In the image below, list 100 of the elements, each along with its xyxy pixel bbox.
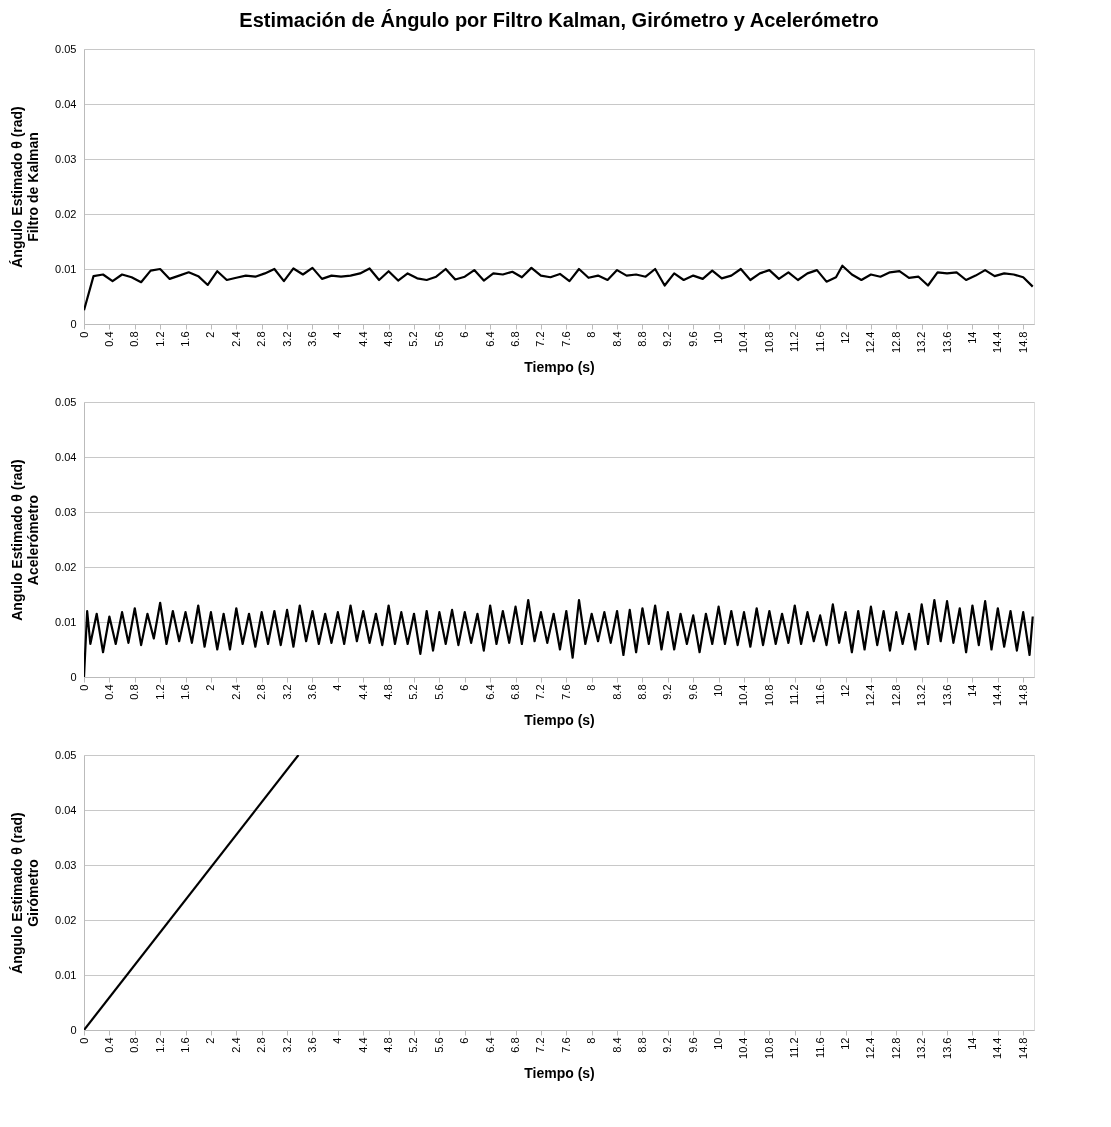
x-tick-label: 10 <box>712 331 725 344</box>
x-tick-label: 9.2 <box>661 331 674 347</box>
y-axis-title: Ángulo Estimado θ (rad) Girómetro <box>9 812 42 974</box>
x-tick-label: 14.4 <box>991 684 1004 706</box>
x-tick-label: 12.8 <box>889 684 902 706</box>
x-tick-label: 14 <box>965 1037 978 1050</box>
x-tick-label: 10.8 <box>762 684 775 706</box>
y-axis-title: Ángulo Estimado θ (rad) Filtro de Kalman <box>9 106 42 268</box>
x-tick-label: 9.6 <box>686 331 699 347</box>
x-tick-label: 4.8 <box>382 331 395 347</box>
x-axis-title: Tiempo (s) <box>524 358 595 375</box>
x-tick-label: 9.6 <box>686 684 699 700</box>
x-tick-label: 0.8 <box>128 331 141 347</box>
x-tick-label: 14.8 <box>1016 684 1029 706</box>
x-tick-label: 4.4 <box>356 684 369 700</box>
x-tick-label: 4.4 <box>356 331 369 347</box>
x-tick-label: 13.6 <box>940 1037 953 1059</box>
x-tick-label: 13.6 <box>940 684 953 706</box>
x-tick-label: 8 <box>585 331 598 338</box>
y-tick-label: 0.01 <box>55 615 77 628</box>
x-tick-label: 0.4 <box>102 1037 115 1053</box>
x-tick-label: 12.8 <box>889 331 902 353</box>
x-tick-label: 6 <box>458 684 471 691</box>
x-tick-label: 5.2 <box>407 684 420 700</box>
x-tick-label: 12 <box>839 684 852 697</box>
x-tick-label: 14.8 <box>1016 331 1029 353</box>
x-tick-label: 8.4 <box>610 684 623 700</box>
x-tick-label: 0 <box>77 331 90 338</box>
x-tick-label: 2.8 <box>255 1037 268 1053</box>
y-tick-label: 0.05 <box>55 42 77 55</box>
y-tick-label: 0 <box>70 1023 77 1036</box>
x-tick-label: 9.2 <box>661 684 674 700</box>
x-tick-label: 12.4 <box>864 684 877 706</box>
line-series <box>84 264 1034 312</box>
x-tick-label: 6 <box>458 331 471 338</box>
x-tick-label: 11.6 <box>813 331 826 353</box>
x-tick-label: 7.6 <box>559 331 572 347</box>
y-tick-label: 0.01 <box>55 968 77 981</box>
x-tick-label: 1.2 <box>153 684 166 700</box>
y-tick-label: 0.04 <box>55 450 77 463</box>
x-tick-label: 8.8 <box>635 684 648 700</box>
x-tick-label: 0.8 <box>128 1037 141 1053</box>
x-tick-label: 5.6 <box>432 1037 445 1053</box>
x-tick-label: 8 <box>585 1037 598 1044</box>
x-tick-label: 7.2 <box>534 1037 547 1053</box>
x-tick-label: 11.2 <box>788 331 801 353</box>
x-tick-label: 7.6 <box>559 1037 572 1053</box>
x-tick-label: 3.6 <box>305 331 318 347</box>
x-tick-label: 4.8 <box>382 684 395 700</box>
x-tick-label: 10 <box>712 684 725 697</box>
x-tick-label: 5.2 <box>407 1037 420 1053</box>
y-tick-label: 0.02 <box>55 913 77 926</box>
x-tick-label: 4.8 <box>382 1037 395 1053</box>
x-tick-label: 1.6 <box>179 684 192 700</box>
x-tick-label: 8 <box>585 684 598 691</box>
y-tick-label: 0.03 <box>55 858 77 871</box>
x-tick-label: 12.4 <box>864 1037 877 1059</box>
x-tick-label: 2 <box>204 331 217 338</box>
x-tick-label: 2 <box>204 1037 217 1044</box>
x-tick-label: 4.4 <box>356 1037 369 1053</box>
x-tick-label: 12 <box>839 331 852 344</box>
x-tick-label: 8.4 <box>610 1037 623 1053</box>
x-tick-label: 14 <box>965 331 978 344</box>
x-tick-label: 6.4 <box>483 684 496 700</box>
x-tick-label: 3.6 <box>305 1037 318 1053</box>
y-tick-label: 0.04 <box>55 803 77 816</box>
x-tick-label: 6.8 <box>509 1037 522 1053</box>
y-tick-label: 0 <box>70 670 77 683</box>
y-tick-label: 0.02 <box>55 207 77 220</box>
x-tick-label: 0 <box>77 1037 90 1044</box>
x-tick-label: 9.6 <box>686 1037 699 1053</box>
y-tick-label: 0.01 <box>55 262 77 275</box>
x-tick-label: 10.8 <box>762 331 775 353</box>
x-tick-label: 1.6 <box>179 331 192 347</box>
chart-title: Estimación de Ángulo por Filtro Kalman, Girómetro y Acelerómetro <box>239 9 879 31</box>
x-tick-label: 8.4 <box>610 331 623 347</box>
x-tick-label: 13.2 <box>915 684 928 706</box>
x-tick-label: 10 <box>712 1037 725 1050</box>
x-tick-label: 3.2 <box>280 331 293 347</box>
x-tick-label: 7.2 <box>534 331 547 347</box>
x-tick-label: 2.4 <box>229 684 242 700</box>
y-tick-label: 0.05 <box>55 395 77 408</box>
x-tick-label: 2.8 <box>255 684 268 700</box>
x-tick-label: 3.6 <box>305 684 318 700</box>
x-tick-label: 11.2 <box>788 1037 801 1059</box>
x-tick-label: 12 <box>839 1037 852 1050</box>
x-tick-label: 10.4 <box>737 331 750 353</box>
x-tick-label: 14.4 <box>991 331 1004 353</box>
y-tick-label: 0 <box>70 317 77 330</box>
x-axis-title: Tiempo (s) <box>524 1064 595 1081</box>
y-tick-label: 0.05 <box>55 748 77 761</box>
x-tick-label: 14 <box>965 684 978 697</box>
x-tick-label: 1.6 <box>179 1037 192 1053</box>
x-tick-label: 6.8 <box>509 331 522 347</box>
x-tick-label: 3.2 <box>280 1037 293 1053</box>
x-tick-label: 2 <box>204 684 217 691</box>
x-tick-label: 0.4 <box>102 331 115 347</box>
x-axis-title: Tiempo (s) <box>524 711 595 728</box>
x-tick-label: 8.8 <box>635 1037 648 1053</box>
x-tick-label: 6.4 <box>483 1037 496 1053</box>
